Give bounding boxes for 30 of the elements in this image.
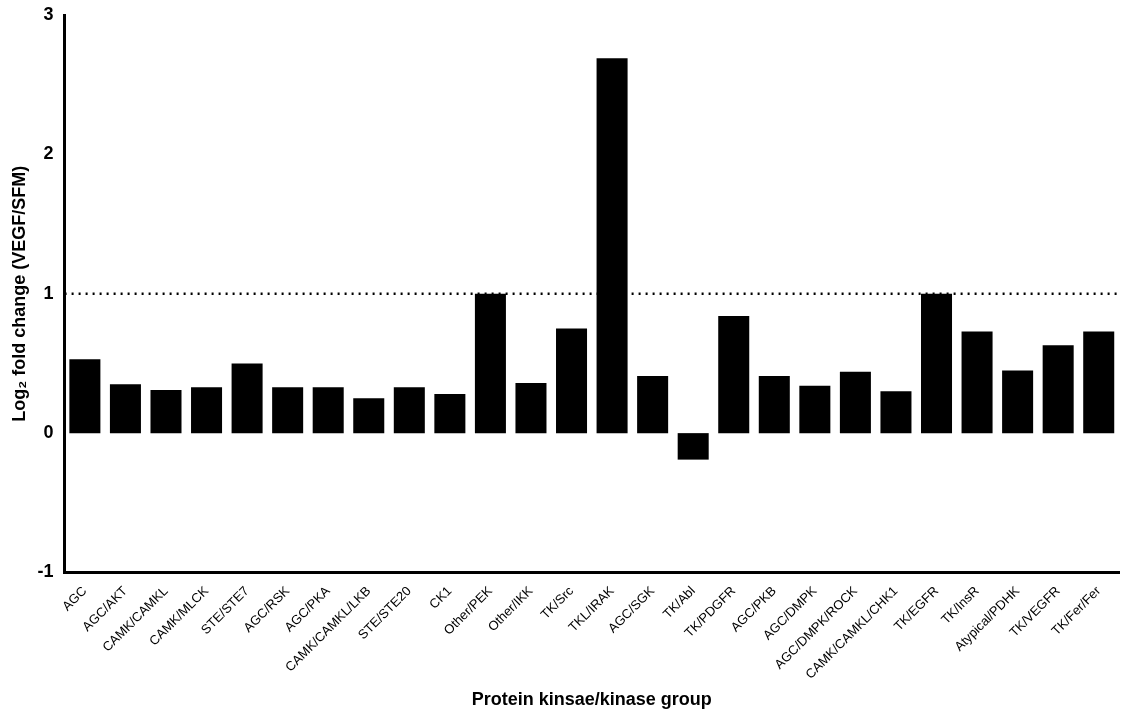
bar: [312, 387, 344, 434]
y-tick-label: 1: [43, 282, 54, 303]
bar: [839, 371, 871, 434]
bar: [353, 398, 385, 434]
bar: [231, 363, 263, 434]
y-tick-label: 3: [43, 3, 54, 24]
bar: [677, 433, 709, 460]
bar: [961, 331, 993, 434]
y-axis-title: Log₂ fold change (VEGF/SFM): [8, 165, 29, 422]
bar: [191, 387, 223, 434]
bar: [1002, 370, 1034, 434]
bar: [556, 328, 588, 434]
bar: [1042, 345, 1074, 434]
x-axis-title: Protein kinsae/kinase group: [471, 689, 712, 710]
bar: [69, 359, 101, 434]
bar: [150, 389, 182, 434]
bar: [1083, 331, 1115, 434]
bar: [272, 387, 304, 434]
y-tick-label: -1: [37, 561, 54, 582]
bar: [515, 382, 547, 434]
bar: [109, 384, 141, 434]
bar: [393, 387, 425, 434]
bar: [637, 375, 669, 434]
bar: [718, 316, 750, 434]
y-tick-label: 2: [43, 143, 54, 164]
y-tick-label: 0: [43, 422, 54, 443]
bar: [434, 394, 466, 434]
bar: [880, 391, 912, 434]
bar: [799, 385, 831, 434]
bar: [758, 375, 790, 434]
